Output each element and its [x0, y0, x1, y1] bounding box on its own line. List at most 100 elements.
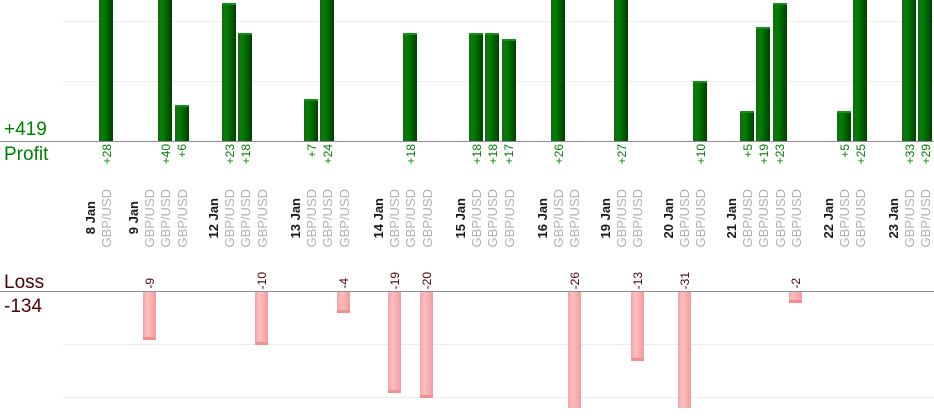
- date-label-col: 22 Jan: [820, 183, 837, 253]
- loss-bar: [567, 292, 581, 408]
- profit-value-label: +29: [918, 144, 933, 165]
- symbol-label: GBP/USD: [614, 188, 630, 248]
- date-label-col: 9 Jan: [125, 183, 142, 253]
- symbol-label-col: GBP/USD: [852, 183, 869, 253]
- profit-value-label: +18: [469, 144, 484, 165]
- gridline: [63, 344, 934, 345]
- profit-value-label-col: +33: [901, 144, 918, 183]
- loss-value-label: -19: [387, 271, 402, 289]
- date-label: 14 Jan: [371, 197, 386, 239]
- loss-value-label-col: -26: [566, 250, 583, 289]
- profit-bar: [693, 81, 708, 141]
- profit-value-label: +10: [693, 144, 708, 165]
- profit-bar: [485, 33, 500, 141]
- loss-value-label: -10: [255, 271, 270, 289]
- gridline: [63, 21, 934, 22]
- loss-axis-line: [0, 291, 934, 292]
- profit-value-label: +24: [320, 144, 335, 165]
- symbol-label: GBP/USD: [693, 188, 709, 248]
- profit-bar: [320, 0, 335, 141]
- profit-bar: [403, 33, 418, 141]
- loss-value-label-col: -31: [676, 250, 693, 289]
- symbol-label-col: GBP/USD: [788, 183, 805, 253]
- profit-bar: [740, 111, 755, 141]
- loss-value-label: -26: [567, 271, 582, 289]
- profit-value-label: +27: [614, 144, 629, 165]
- loss-value-label-col: -10: [254, 250, 271, 289]
- loss-value-label: -13: [630, 271, 645, 289]
- loss-total-label: -134: [4, 296, 43, 317]
- symbol-label: GBP/USD: [304, 188, 320, 248]
- symbol-label-col: GBP/USD: [402, 183, 419, 253]
- profit-value-label: +25: [853, 144, 868, 165]
- profit-value-label: +40: [158, 144, 173, 165]
- profit-plot-area: [0, 0, 934, 141]
- date-label-col: 12 Jan: [205, 183, 222, 253]
- loss-value-label: -2: [789, 278, 804, 289]
- profit-value-label: +17: [502, 144, 517, 165]
- loss-value-label: -31: [677, 271, 692, 289]
- profit-bar: [902, 0, 917, 141]
- loss-bar: [337, 292, 351, 314]
- profit-value-label: +26: [551, 144, 566, 165]
- symbol-label: GBP/USD: [142, 188, 158, 248]
- loss-bar: [630, 292, 644, 361]
- profit-bar: [918, 0, 933, 141]
- profit-value-label-col: +19: [755, 144, 772, 183]
- symbol-label-col: GBP/USD: [692, 183, 709, 253]
- symbol-label-col: GBP/USD: [419, 183, 436, 253]
- profit-value-label: +23: [773, 144, 788, 165]
- profit-axis-line: [0, 141, 934, 142]
- symbol-label-col: GBP/USD: [319, 183, 336, 253]
- symbol-label: GBP/USD: [222, 188, 238, 248]
- symbol-label-col: GBP/USD: [772, 183, 789, 253]
- loss-value-label-col: -19: [386, 250, 403, 289]
- symbol-label: GBP/USD: [837, 188, 853, 248]
- profit-value-label: +28: [99, 144, 114, 165]
- symbol-label: GBP/USD: [419, 188, 435, 248]
- symbol-label: GBP/USD: [403, 188, 419, 248]
- symbol-label: GBP/USD: [174, 188, 190, 248]
- profit-bar: [469, 33, 484, 141]
- symbol-label-col: GBP/USD: [484, 183, 501, 253]
- date-label: 8 Jan: [83, 201, 98, 235]
- date-label-col: 23 Jan: [885, 183, 902, 253]
- symbol-label: GBP/USD: [630, 188, 646, 248]
- symbol-label-col: GBP/USD: [237, 183, 254, 253]
- symbol-label-col: GBP/USD: [157, 183, 174, 253]
- profit-axis-title: Profit: [4, 144, 49, 165]
- date-label-col: 15 Jan: [452, 183, 469, 253]
- symbol-label: GBP/USD: [788, 188, 804, 248]
- symbol-label-col: GBP/USD: [917, 183, 934, 253]
- symbol-label: GBP/USD: [99, 188, 115, 248]
- date-label-col: 21 Jan: [723, 183, 740, 253]
- profit-total-label: +419: [4, 119, 47, 140]
- loss-value-label-col: -9: [141, 250, 158, 289]
- symbol-label-col: GBP/USD: [676, 183, 693, 253]
- profit-bar: [837, 111, 852, 141]
- symbol-label-col: GBP/USD: [836, 183, 853, 253]
- loss-axis-title: Loss: [4, 272, 45, 293]
- profit-bar: [99, 0, 114, 141]
- date-label-col: 16 Jan: [534, 183, 551, 253]
- date-label: 20 Jan: [661, 197, 676, 239]
- loss-bar: [255, 292, 269, 345]
- symbol-label: GBP/USD: [336, 188, 352, 248]
- profit-value-label: +6: [175, 144, 190, 158]
- profit-value-label: +5: [740, 144, 755, 158]
- profit-bar: [174, 105, 189, 141]
- date-label: 16 Jan: [535, 197, 550, 239]
- loss-plot-area: [0, 292, 934, 408]
- symbol-label: GBP/USD: [740, 188, 756, 248]
- loss-value-label-col: -4: [336, 250, 353, 289]
- profit-value-label: +5: [837, 144, 852, 158]
- loss-value-label: -20: [420, 271, 435, 289]
- date-label: 21 Jan: [724, 197, 739, 239]
- symbol-label: GBP/USD: [158, 188, 174, 248]
- symbol-label: GBP/USD: [567, 188, 583, 248]
- date-label: 23 Jan: [886, 197, 901, 239]
- profit-value-label: +18: [403, 144, 418, 165]
- profit-value-label-col: +24: [319, 144, 336, 183]
- profit-bar: [501, 39, 516, 141]
